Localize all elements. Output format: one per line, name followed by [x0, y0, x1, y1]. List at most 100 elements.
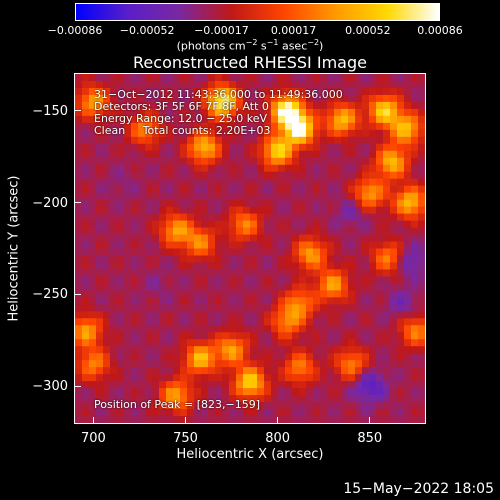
- heatmap-cell: [257, 164, 265, 173]
- heatmap-cell: [131, 199, 139, 208]
- heatmap-cell: [131, 304, 139, 312]
- heatmap-cell: [250, 129, 258, 138]
- heatmap-cell: [271, 367, 279, 375]
- heatmap-cell: [362, 360, 370, 368]
- heatmap-cell: [243, 395, 251, 403]
- heatmap-cell: [138, 108, 146, 117]
- heatmap-cell: [362, 143, 370, 152]
- heatmap-cell: [96, 360, 104, 368]
- heatmap-cell: [299, 164, 307, 173]
- heatmap-cell: [103, 178, 111, 187]
- heatmap-cell: [166, 101, 174, 110]
- heatmap-cell: [278, 262, 286, 271]
- heatmap-cell: [173, 164, 181, 173]
- heatmap-cell: [355, 395, 363, 403]
- heatmap-cell: [334, 304, 342, 312]
- heatmap-cell: [341, 367, 349, 375]
- y-tick-label: −150: [32, 103, 68, 119]
- heatmap-cell: [376, 185, 384, 194]
- heatmap-cell: [362, 234, 370, 243]
- heatmap-cell: [383, 402, 391, 410]
- heatmap-cell: [348, 115, 356, 124]
- heatmap-cell: [96, 339, 104, 347]
- heatmap-cell: [320, 213, 328, 222]
- heatmap-cell: [341, 206, 349, 215]
- heatmap-cell: [271, 395, 279, 403]
- heatmap-cell: [383, 143, 391, 152]
- heatmap-cell: [397, 157, 405, 166]
- heatmap-cell: [222, 304, 230, 312]
- heatmap-cell: [222, 80, 230, 89]
- heatmap-cell: [397, 283, 405, 291]
- heatmap-cell: [222, 367, 230, 375]
- heatmap-cell: [362, 304, 370, 312]
- heatmap-cell: [355, 220, 363, 229]
- heatmap-cell: [243, 276, 251, 284]
- heatmap-cell: [376, 381, 384, 389]
- heatmap-cell: [208, 213, 216, 222]
- heatmap-cell: [110, 353, 118, 361]
- heatmap-cell: [257, 192, 265, 201]
- heatmap-cell: [257, 115, 265, 124]
- heatmap-cell: [215, 255, 223, 264]
- heatmap-cell: [159, 143, 167, 152]
- heatmap-cell: [390, 297, 398, 305]
- heatmap-cell: [313, 353, 321, 361]
- heatmap-cell: [229, 87, 237, 96]
- heatmap-cell: [243, 101, 251, 110]
- heatmap-cell: [82, 395, 90, 403]
- heatmap-cell: [166, 157, 174, 166]
- heatmap-cell: [348, 192, 356, 201]
- heatmap-cell: [313, 346, 321, 354]
- heatmap-cell: [341, 227, 349, 236]
- heatmap-cell: [131, 234, 139, 243]
- heatmap-cell: [313, 157, 321, 166]
- info-detectors: Detectors: 3F 5F 6F 7F 8F, Att 0: [94, 100, 269, 113]
- heatmap-cell: [341, 262, 349, 271]
- heatmap-cell: [348, 143, 356, 152]
- heatmap-cell: [229, 304, 237, 312]
- heatmap-cell: [390, 234, 398, 243]
- heatmap-cell: [334, 164, 342, 173]
- heatmap-cell: [194, 409, 202, 417]
- heatmap-cell: [124, 367, 132, 375]
- heatmap-cell: [243, 94, 251, 103]
- heatmap-cell: [138, 80, 146, 89]
- heatmap-cell: [313, 409, 321, 417]
- heatmap-cell: [341, 199, 349, 208]
- heatmap-cell: [348, 297, 356, 305]
- heatmap-cell: [362, 185, 370, 194]
- heatmap-cell: [418, 353, 425, 361]
- heatmap-cell: [292, 192, 300, 201]
- heatmap-cell: [278, 129, 286, 138]
- heatmap-cell: [222, 115, 230, 124]
- heatmap-cell: [194, 353, 202, 361]
- heatmap-cell: [362, 402, 370, 410]
- heatmap-cell: [201, 388, 209, 396]
- heatmap-cell: [250, 318, 258, 326]
- heatmap-cell: [411, 171, 419, 180]
- heatmap-cell: [418, 80, 425, 89]
- colorbar-tick-label: 0.00017: [270, 24, 317, 37]
- info-peak-position: Position of Peak = [823,−159]: [94, 398, 261, 411]
- heatmap-cell: [292, 325, 300, 333]
- heatmap-cell: [411, 157, 419, 166]
- heatmap-cell: [215, 241, 223, 250]
- heatmap-cell: [201, 129, 209, 138]
- heatmap-cell: [166, 409, 174, 417]
- heatmap-cell: [159, 115, 167, 124]
- heatmap-cell: [82, 241, 90, 250]
- heatmap-cell: [390, 353, 398, 361]
- heatmap-cell: [82, 332, 90, 340]
- heatmap-cell: [299, 339, 307, 347]
- heatmap-cell: [138, 360, 146, 368]
- heatmap-cell: [411, 402, 419, 410]
- heatmap-cell: [397, 262, 405, 271]
- heatmap-cell: [110, 374, 118, 382]
- heatmap-cell: [334, 388, 342, 396]
- heatmap-cell: [271, 346, 279, 354]
- heatmap-cell: [229, 185, 237, 194]
- heatmap-cell: [271, 381, 279, 389]
- heatmap-cell: [222, 227, 230, 236]
- heatmap-cell: [208, 122, 216, 131]
